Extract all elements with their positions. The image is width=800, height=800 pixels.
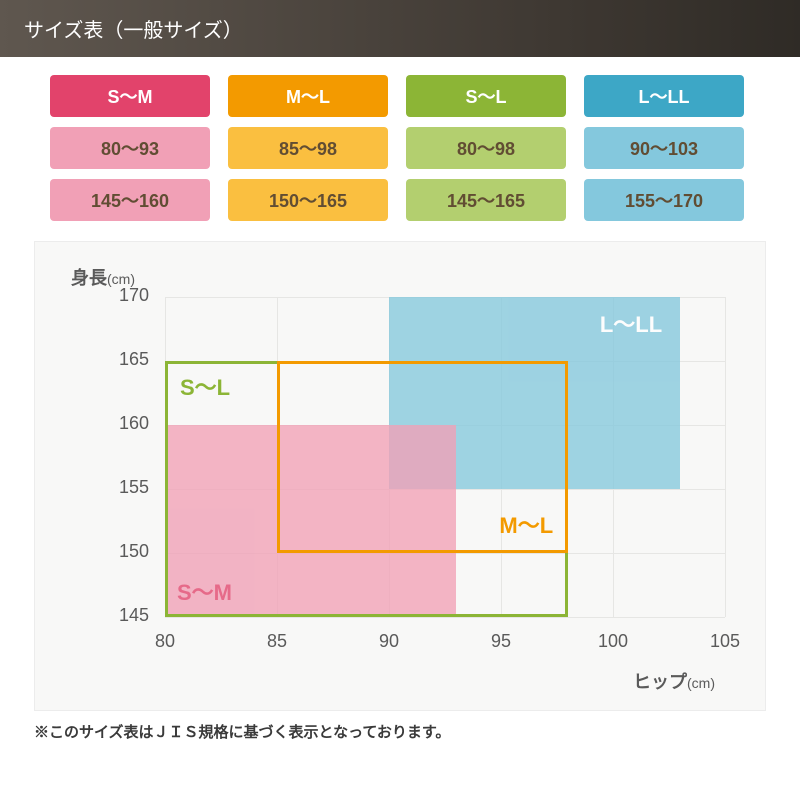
header-bar: サイズ表（一般サイズ） [0, 0, 800, 57]
y-tick: 170 [119, 285, 149, 306]
x-tick: 85 [257, 631, 297, 652]
x-tick: 105 [705, 631, 745, 652]
legend-label-SM: S～M [50, 75, 210, 117]
gridline-v [725, 297, 726, 617]
legend-label-SL: S～L [406, 75, 566, 117]
chart-box-label-LLL: L～LL [600, 307, 662, 339]
gridline-h [165, 617, 725, 618]
legend-height-SM: 145～160 [50, 179, 210, 221]
x-tick: 90 [369, 631, 409, 652]
legend-label-LLL: L～LL [584, 75, 744, 117]
legend-height-SL: 145～165 [406, 179, 566, 221]
chart-frame: 身長 (cm) ヒップ(cm) 80 85 90 95 100 105 145 150 155 16… [34, 241, 766, 711]
legend-hip-SM: 80～93 [50, 127, 210, 169]
legend-label-ML: M～L [228, 75, 388, 117]
header-title: サイズ表（一般サイズ） [24, 20, 243, 42]
x-axis-unit: (cm) [687, 675, 715, 691]
y-tick: 160 [119, 413, 149, 434]
size-chart-root: サイズ表（一般サイズ） S～M M～L S～L L～LL 80～93 85～98 80～98… [0, 0, 800, 752]
x-tick: 80 [145, 631, 185, 652]
legend-hip-SL: 80～98 [406, 127, 566, 169]
legend-height-LLL: 155～170 [584, 179, 744, 221]
y-tick: 165 [119, 349, 149, 370]
y-tick: 145 [119, 605, 149, 626]
y-axis-label: 身長 [71, 268, 107, 288]
y-tick: 155 [119, 477, 149, 498]
y-tick: 150 [119, 541, 149, 562]
legend-height-ML: 150～165 [228, 179, 388, 221]
chart-box-label-SL: S～L [180, 370, 230, 402]
x-tick: 100 [593, 631, 633, 652]
x-axis-title: ヒップ(cm) [633, 668, 715, 694]
chart-box-label-ML: M～L [499, 508, 553, 540]
size-legend-grid: S～M M～L S～L L～LL 80～93 85～98 80～98 90～103 145～16… [0, 57, 800, 231]
footnote: ※このサイズ表はＪＩＳ規格に基づく表示となっております。 [0, 711, 800, 752]
x-axis-label: ヒップ [633, 672, 687, 692]
legend-hip-ML: 85～98 [228, 127, 388, 169]
x-tick: 95 [481, 631, 521, 652]
legend-hip-LLL: 90～103 [584, 127, 744, 169]
chart-box-ML: M～L [277, 361, 568, 553]
